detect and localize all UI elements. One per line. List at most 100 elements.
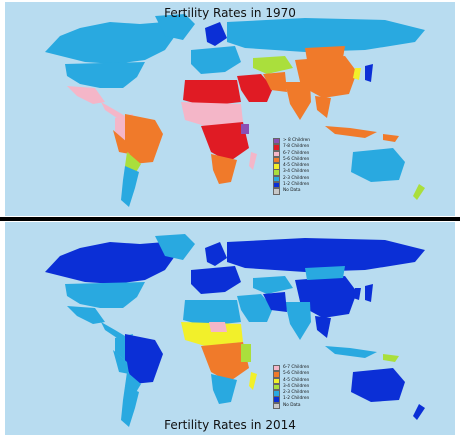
legend-swatch xyxy=(273,383,280,391)
iran xyxy=(263,72,287,92)
indonesia xyxy=(325,346,377,358)
japan xyxy=(365,64,373,82)
mexico xyxy=(67,86,105,104)
legend-label: No Data xyxy=(283,188,301,194)
legend-label: 2-3 Children xyxy=(283,175,310,181)
canada xyxy=(45,242,175,284)
map-title-2014: Fertility Rates in 2014 xyxy=(164,418,296,432)
middle-east xyxy=(237,74,273,102)
legend-label: 5-6 Children xyxy=(283,156,310,162)
legend-swatch xyxy=(273,377,280,384)
legend-item: 1-2 Children xyxy=(273,396,310,403)
canada xyxy=(45,22,175,64)
niger xyxy=(209,322,227,332)
legend-swatch xyxy=(273,175,280,183)
legend-item: > 8 Children xyxy=(273,137,310,145)
mongolia xyxy=(305,266,345,280)
legend-swatch xyxy=(273,181,280,189)
mexico xyxy=(67,306,105,324)
legend-label: 2-3 Children xyxy=(283,390,310,396)
usa xyxy=(65,282,145,308)
legend-label: 6-7 Children xyxy=(283,150,310,156)
legend-label: 5-6 Children xyxy=(283,371,310,377)
legend-label: > 8 Children xyxy=(283,138,310,143)
greenland xyxy=(155,234,195,260)
legend-item: 3-4 Children xyxy=(273,383,310,391)
europe xyxy=(191,46,241,74)
australia xyxy=(351,148,405,182)
legend-item: 3-4 Children xyxy=(273,169,310,176)
central-africa xyxy=(201,122,249,162)
panel-divider xyxy=(0,217,460,221)
new-zealand xyxy=(413,184,425,200)
australia xyxy=(351,368,405,402)
north-africa xyxy=(183,300,241,326)
legend-label: No Data xyxy=(283,402,301,408)
legend-swatch xyxy=(273,371,280,378)
map-2014: Fertility Rates in 2014 6-7 Children 5-6 … xyxy=(5,222,455,435)
legend-2014: 6-7 Children 5-6 Children 4-5 Children 3-4 … xyxy=(273,364,310,410)
southeast-asia xyxy=(315,316,331,338)
legend-label: 3-4 Children xyxy=(283,383,310,389)
map-title-1970: Fertility Rates in 1970 xyxy=(164,6,296,20)
central-america xyxy=(101,322,125,338)
scandinavia xyxy=(205,22,227,46)
legend-swatch xyxy=(273,390,280,397)
southern-africa xyxy=(211,154,237,184)
east-africa xyxy=(241,344,251,362)
china xyxy=(295,56,357,98)
legend-label: 1-2 Children xyxy=(283,182,310,188)
legend-item: No Data xyxy=(273,402,309,410)
scandinavia xyxy=(205,242,227,266)
central-asia xyxy=(253,276,293,294)
legend-swatch xyxy=(273,137,280,145)
india xyxy=(285,82,311,120)
legend-item: 6-7 Children xyxy=(273,364,310,372)
usa xyxy=(65,62,145,88)
papua xyxy=(383,134,399,142)
legend-item: 6-7 Children xyxy=(273,150,310,157)
map-1970: Fertility Rates in 1970 xyxy=(5,2,455,216)
japan xyxy=(365,284,373,302)
legend-item: 4-5 Children xyxy=(273,377,310,384)
legend-label: 1-2 Children xyxy=(283,396,310,402)
mongolia xyxy=(305,46,345,60)
legend-item: 7-8 Children xyxy=(273,144,310,151)
peru xyxy=(113,350,129,374)
russia xyxy=(227,238,425,272)
europe xyxy=(191,266,241,294)
new-zealand xyxy=(413,404,425,420)
india xyxy=(285,302,311,340)
world-map-1970 xyxy=(45,14,425,207)
legend-item: 2-3 Children xyxy=(273,390,310,397)
legend-item: 5-6 Children xyxy=(273,156,310,164)
brazil xyxy=(125,114,163,164)
middle-east xyxy=(237,294,273,322)
papua xyxy=(383,354,399,362)
sahel xyxy=(181,102,243,126)
indonesia xyxy=(325,126,377,138)
legend-swatch xyxy=(273,169,280,176)
legend-1970: > 8 Children 7-8 Children 6-7 Children 5-6 … xyxy=(273,137,310,195)
legend-swatch xyxy=(273,156,280,164)
korea xyxy=(353,288,361,300)
legend-swatch xyxy=(273,163,280,170)
legend-label: 4-5 Children xyxy=(283,163,310,169)
north-africa xyxy=(183,80,241,106)
russia xyxy=(227,18,425,52)
legend-swatch xyxy=(273,364,280,372)
central-america xyxy=(101,102,125,118)
central-asia xyxy=(253,56,293,74)
legend-label: 6-7 Children xyxy=(283,365,310,370)
madagascar xyxy=(249,152,257,170)
china xyxy=(295,276,357,318)
legend-label: 4-5 Children xyxy=(283,377,310,383)
legend-swatch xyxy=(273,396,280,403)
central-africa xyxy=(201,342,249,382)
legend-swatch xyxy=(273,150,280,157)
greenland xyxy=(155,14,195,40)
argentina xyxy=(121,386,139,427)
argentina xyxy=(121,166,139,207)
madagascar xyxy=(249,372,257,390)
legend-label: 7-8 Children xyxy=(283,144,310,150)
